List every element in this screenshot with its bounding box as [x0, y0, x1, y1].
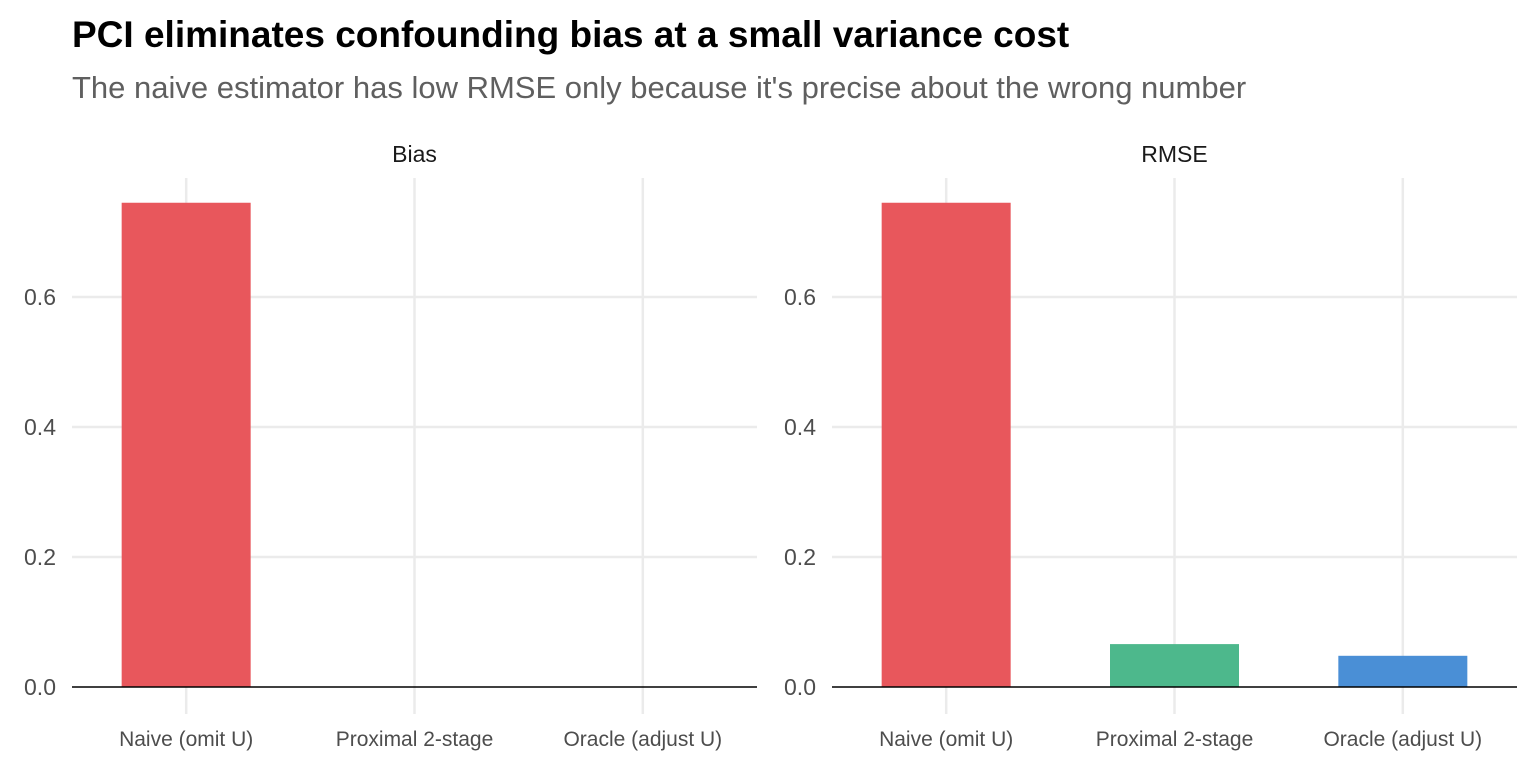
y-tick-label: 0.0	[24, 674, 56, 700]
chart-subtitle: The naive estimator has low RMSE only be…	[72, 70, 1247, 105]
y-tick-label: 0.0	[784, 674, 816, 700]
x-tick-label: Proximal 2-stage	[1096, 728, 1254, 751]
x-tick-label: Naive (omit U)	[119, 728, 253, 751]
panel-bias: Bias 0.0 0.2 0.4 0.6 Naive (omit U) Proximal 2…	[24, 141, 757, 751]
x-tick-label: Oracle (adjust U)	[563, 728, 722, 751]
y-tick-label: 0.2	[24, 544, 56, 570]
bar-oracle-adjust-u	[1338, 655, 1468, 687]
panel-strip-label: Bias	[392, 141, 437, 167]
y-tick-label: 0.6	[24, 284, 56, 310]
x-tick-label: Naive (omit U)	[879, 728, 1013, 751]
x-tick-label: Oracle (adjust U)	[1323, 728, 1482, 751]
x-tick-label: Proximal 2-stage	[336, 728, 494, 751]
y-tick-label: 0.4	[784, 414, 816, 440]
y-tick-label: 0.4	[24, 414, 56, 440]
y-tick-label: 0.6	[784, 284, 816, 310]
chart-title: PCI eliminates confounding bias at a sma…	[72, 14, 1070, 55]
bar-proximal-2-stage	[1110, 644, 1239, 687]
y-tick-label: 0.2	[784, 544, 816, 570]
panel-strip-label: RMSE	[1141, 141, 1207, 167]
bar-naive-omit-u	[121, 202, 251, 687]
panel-rmse: RMSE 0.0 0.2 0.4 0.6 Naive (omit U) Proximal 2…	[784, 141, 1517, 751]
bar-naive-omit-u	[881, 202, 1011, 687]
